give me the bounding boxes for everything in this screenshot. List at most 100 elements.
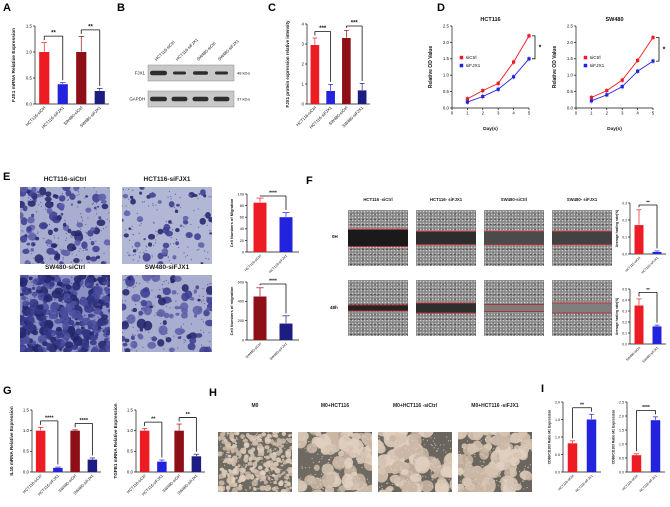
svg-text:**: **: [646, 200, 650, 205]
svg-text:0: 0: [451, 111, 454, 116]
svg-text:400: 400: [238, 300, 244, 304]
svg-text:1: 1: [466, 111, 469, 116]
e-image-title: HCT116-siFJX1: [143, 176, 191, 183]
svg-text:1: 1: [590, 111, 593, 116]
svg-text:HCT116-siFJX1: HCT116-siFJX1: [641, 256, 660, 275]
wound-gap-band: [348, 229, 408, 247]
e-image-title: HCT116-siCtrl: [43, 176, 87, 183]
svg-text:2.0: 2.0: [567, 40, 574, 45]
svg-text:1.5: 1.5: [26, 23, 33, 28]
svg-text:0.0: 0.0: [23, 469, 30, 474]
svg-text:Average healing rate(%): Average healing rate(%): [615, 210, 619, 247]
wound-gap-band: [416, 231, 476, 245]
svg-text:SW480-siCtrl: SW480-siCtrl: [196, 41, 217, 62]
svg-text:60: 60: [240, 216, 244, 220]
svg-text:HCT116-siCtrl: HCT116-siCtrl: [244, 254, 262, 272]
panel-letter-b: B: [117, 2, 125, 14]
svg-text:20: 20: [240, 239, 244, 243]
wound-gap-band: [484, 304, 544, 312]
svg-text:****: ****: [79, 418, 88, 424]
svg-text:0.5: 0.5: [443, 89, 450, 94]
f-column-title: HCT116- siFJX1: [429, 197, 463, 202]
svg-text:0.2: 0.2: [622, 218, 627, 222]
svg-text:TGFB1 mRNA Relative Expression: TGFB1 mRNA Relative Expression: [113, 403, 118, 478]
transwell-image-sw480-sictrl: [20, 275, 110, 352]
svg-text:HCT116-siCtrl: HCT116-siCtrl: [621, 474, 639, 492]
svg-text:**: **: [51, 31, 56, 37]
svg-text:****: ****: [642, 405, 650, 411]
transwell-image-sw480-sifjx1: [122, 275, 212, 352]
f-row-label-48h: 48h: [330, 305, 338, 310]
sw480-growth-line-chart: 0.0 0.5 1.0 1.5 2.0 2.5 Relative OD Value 0 1 2 3 4…: [548, 10, 670, 132]
svg-text:48 kDa: 48 kDa: [237, 71, 250, 76]
svg-text:0.1: 0.1: [622, 235, 627, 239]
svg-text:1.5: 1.5: [567, 56, 574, 61]
svg-text:100: 100: [238, 192, 244, 196]
fjx1-protein-bar-chart: 0 1 2 3 4 FJX1 protein expression relative in…: [282, 10, 378, 140]
svg-text:1.5: 1.5: [127, 407, 134, 412]
tgfb1-mrna-bar-chart: 0.0 0.5 1.0 1.5 TGFB1 mRNA Relative Expressi…: [110, 398, 210, 506]
svg-text:0.5: 0.5: [127, 449, 134, 454]
svg-text:****: ****: [45, 415, 54, 421]
svg-text:****: ****: [269, 191, 277, 197]
svg-text:SW480-siFJX1: SW480-siFJX1: [217, 38, 241, 62]
svg-text:0: 0: [242, 250, 244, 254]
migration-count-bar-chart-hct116: 0 20 40 60 80 100 Cell Numbers of Migration HCT…: [228, 184, 304, 280]
svg-text:4: 4: [636, 111, 639, 116]
svg-text:2.0: 2.0: [619, 414, 624, 418]
hct116-growth-line-chart: 0.0 0.5 1.0 1.5 2.0 2.5 Relative OD Value 0 1 2 3 4…: [424, 10, 546, 132]
e-image-title: SW480-siFJX1: [144, 264, 190, 271]
panel-letter-c: C: [268, 2, 276, 14]
svg-text:Cell Numbers of migration: Cell Numbers of migration: [229, 286, 234, 335]
svg-text:CD80/CD163 Ratio M1 Expression: CD80/CD163 Ratio M1 Expression: [548, 410, 552, 464]
il10-mrna-bar-chart: 0.0 0.5 1.0 1.5 IL10 mRNA Relative Expressio…: [6, 398, 106, 506]
svg-text:0.0: 0.0: [26, 101, 33, 106]
wound-image: [416, 280, 476, 336]
svg-text:3: 3: [621, 111, 624, 116]
svg-text:200: 200: [238, 319, 244, 323]
svg-text:2.0: 2.0: [443, 40, 450, 45]
svg-text:4: 4: [302, 21, 305, 26]
f-row-label-0h: 0H: [332, 234, 338, 239]
wound-gap-band: [416, 302, 476, 314]
svg-text:0.5: 0.5: [567, 89, 574, 94]
svg-text:FJX1: FJX1: [135, 71, 146, 76]
svg-text:FJX1 mRNA Relative Expression: FJX1 mRNA Relative Expression: [11, 28, 17, 102]
svg-text:SW480: SW480: [605, 17, 623, 23]
svg-text:siFJX1: siFJX1: [466, 63, 481, 69]
svg-text:1.5: 1.5: [443, 56, 450, 61]
transwell-image-hct116-sictrl: [20, 187, 110, 264]
f-column-title: SW480-siCtrl: [500, 197, 528, 202]
svg-text:**: **: [151, 417, 156, 423]
svg-text:1.0: 1.0: [26, 49, 33, 54]
svg-text:SW480-siCtrl: SW480-siCtrl: [625, 346, 641, 362]
panel-letter-d: D: [437, 2, 445, 14]
svg-text:37 kDa: 37 kDa: [237, 97, 250, 102]
svg-text:***: ***: [351, 21, 359, 27]
svg-text:0.0: 0.0: [127, 469, 134, 474]
svg-text:HCT116: HCT116: [480, 17, 500, 23]
panel-letter-h: H: [209, 387, 217, 399]
svg-text:40: 40: [240, 227, 244, 231]
svg-text:1.0: 1.0: [619, 442, 624, 446]
panel-letter-e: E: [3, 171, 11, 183]
panel-letter-f: F: [306, 175, 313, 187]
svg-text:2: 2: [606, 111, 609, 116]
svg-text:0.0: 0.0: [622, 252, 627, 256]
svg-text:SW480-siCtrl: SW480-siCtrl: [245, 342, 263, 360]
svg-text:1.5: 1.5: [555, 418, 560, 422]
svg-text:HCT116-siCtrl: HCT116-siCtrl: [154, 40, 176, 62]
f-column-title: HCT116 -siCtrl: [363, 197, 393, 202]
svg-text:1.0: 1.0: [127, 428, 134, 433]
e-image-title: SW480-siCtrl: [44, 264, 86, 271]
svg-text:0.1: 0.1: [622, 331, 627, 335]
svg-text:Relative OD Value: Relative OD Value: [552, 46, 558, 89]
migration-count-bar-chart-sw480: 0 200 400 600 Cell Numbers of migration SW480…: [228, 272, 304, 368]
svg-text:**: **: [186, 412, 191, 418]
svg-text:0.3: 0.3: [622, 309, 627, 313]
wound-gap-band: [348, 304, 408, 312]
svg-text:****: ****: [269, 279, 277, 285]
svg-text:0.5: 0.5: [23, 449, 30, 454]
western-blot: HCT116-siCtrl HCT116-siFJX1 SW480-siCtrl SW…: [120, 18, 255, 128]
svg-text:1.0: 1.0: [567, 73, 574, 78]
